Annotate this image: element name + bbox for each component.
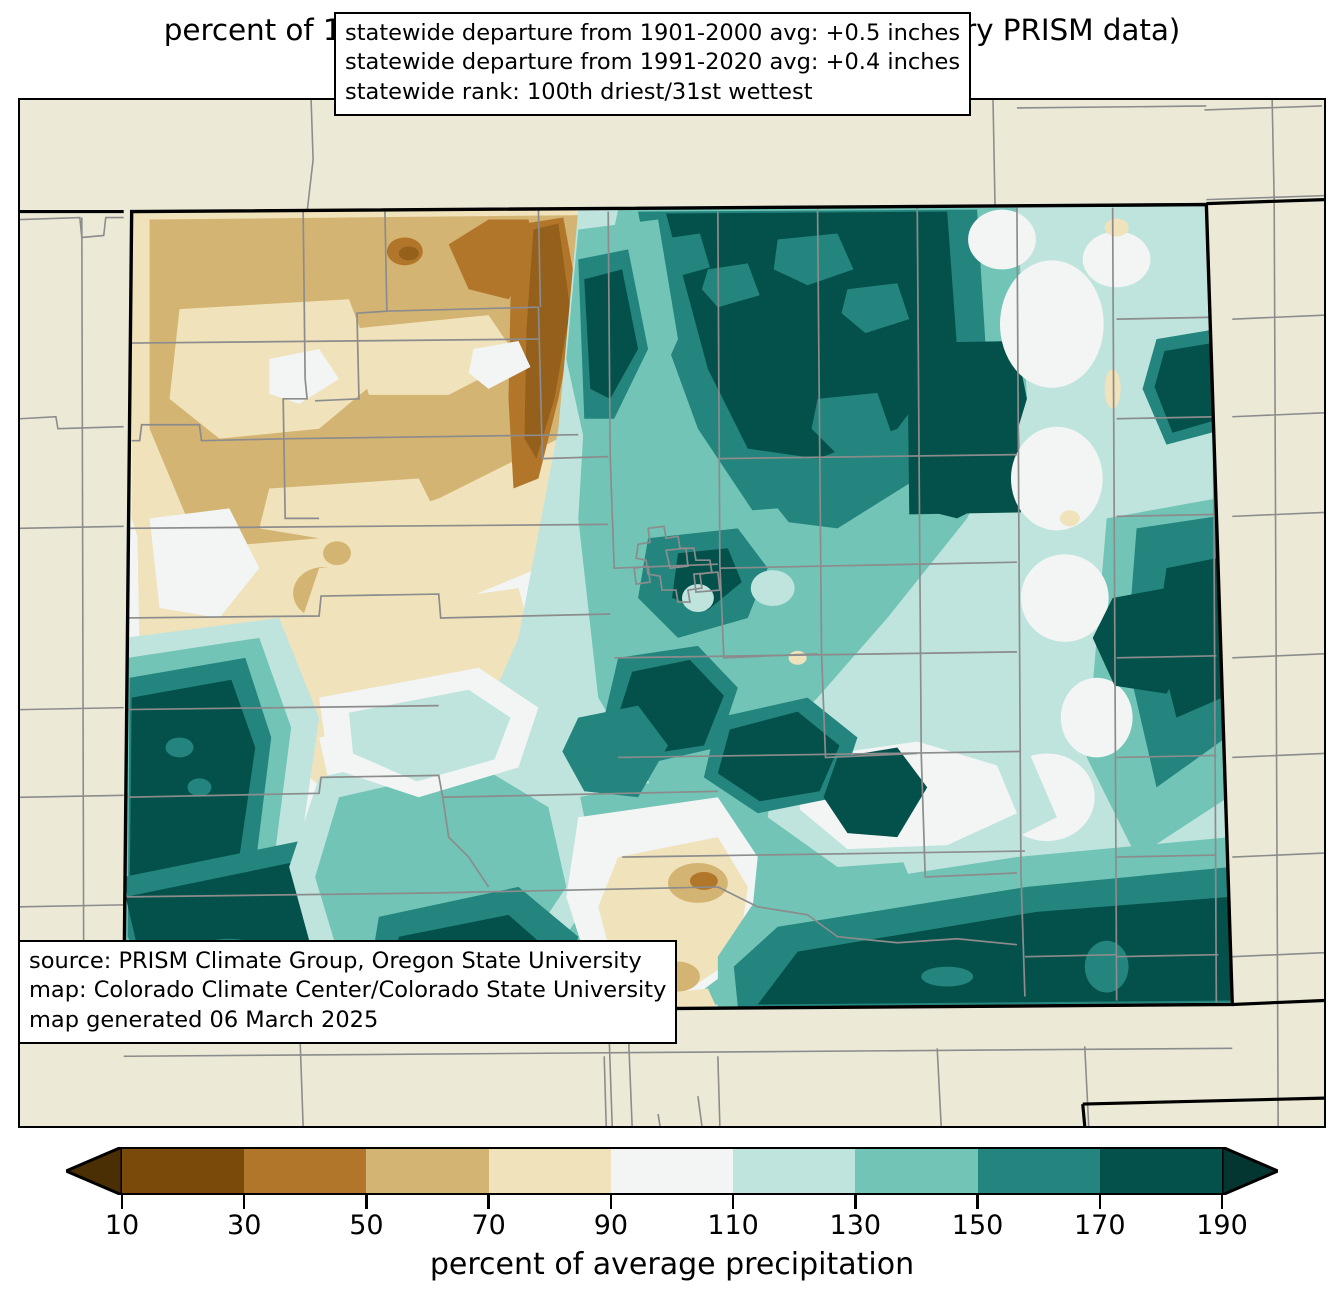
colorbar-tick-110 [731, 1195, 735, 1209]
colorbar-tick-50 [365, 1195, 368, 1209]
source-attribution-box: source: PRISM Climate Group, Oregon Stat… [18, 940, 678, 1044]
colorbar-tick-10 [120, 1195, 124, 1209]
colorbar-tick-label-170: 170 [1073, 1210, 1126, 1241]
colorbar-band-70-90 [488, 1147, 611, 1195]
colorbar-tick-130 [854, 1195, 857, 1209]
colorbar-tick-label-110: 110 [707, 1210, 759, 1241]
colorbar-axis-title: percent of average precipitation [429, 1247, 915, 1282]
colorbar-tick-label-50: 50 [349, 1210, 384, 1241]
colorbar-tick-label-90: 90 [593, 1210, 629, 1241]
source-data: source: PRISM Climate Group, Oregon Stat… [29, 948, 642, 974]
stat-statewide-rank: statewide rank: 100th driest/31st wettes… [345, 78, 813, 105]
colorbar-tick-170 [1098, 1195, 1102, 1209]
colorbar-tick-label-190: 190 [1196, 1210, 1248, 1241]
colorbar-tick-label-150: 150 [951, 1210, 1004, 1241]
colorbar-band-50-70 [366, 1147, 489, 1195]
source-map: map: Colorado Climate Center/Colorado St… [29, 977, 667, 1004]
stat-departure-1991-2020: statewide departure from 1991-2020 avg: … [345, 49, 961, 76]
colorado-precip-field [123, 204, 1233, 1013]
colorbar-tick-label-30: 30 [227, 1210, 262, 1241]
colorbar-bands [122, 1147, 1222, 1195]
colorbar-tick-30 [242, 1195, 246, 1209]
colorbar-band-150-170 [977, 1147, 1100, 1195]
colorbar-band-90-110 [610, 1147, 734, 1195]
colorbar-tick-70 [487, 1195, 490, 1209]
colorbar-band-110-130 [733, 1147, 856, 1195]
colorbar-tick-150 [976, 1195, 979, 1209]
colorbar-under-arrow [66, 1147, 122, 1195]
colorbar-tick-label-70: 70 [471, 1210, 506, 1241]
colorbar-band-10-30 [122, 1147, 245, 1195]
colorbar-tick-90 [609, 1195, 613, 1209]
colorbar-band-130-150 [855, 1147, 978, 1195]
colorbar-over-arrow [1222, 1147, 1278, 1195]
colorbar-tick-label-130: 130 [829, 1210, 882, 1241]
colorbar-tick-190 [1220, 1195, 1224, 1209]
colorbar-legend: 10 30 50 70 90 110 130 150 170 190 percent of ave… [0, 1142, 1344, 1299]
colorado-state-outline [121, 202, 1235, 1015]
colorbar-band-30-50 [244, 1147, 367, 1195]
source-generated-date: map generated 06 March 2025 [29, 1006, 379, 1033]
colorbar-tick-label-10: 10 [104, 1210, 140, 1241]
stat-departure-1901-2000: statewide departure from 1901-2000 avg: … [345, 20, 961, 46]
colorbar-band-170-190 [1099, 1147, 1222, 1195]
statewide-stats-box: statewide departure from 1901-2000 avg: … [334, 12, 972, 116]
